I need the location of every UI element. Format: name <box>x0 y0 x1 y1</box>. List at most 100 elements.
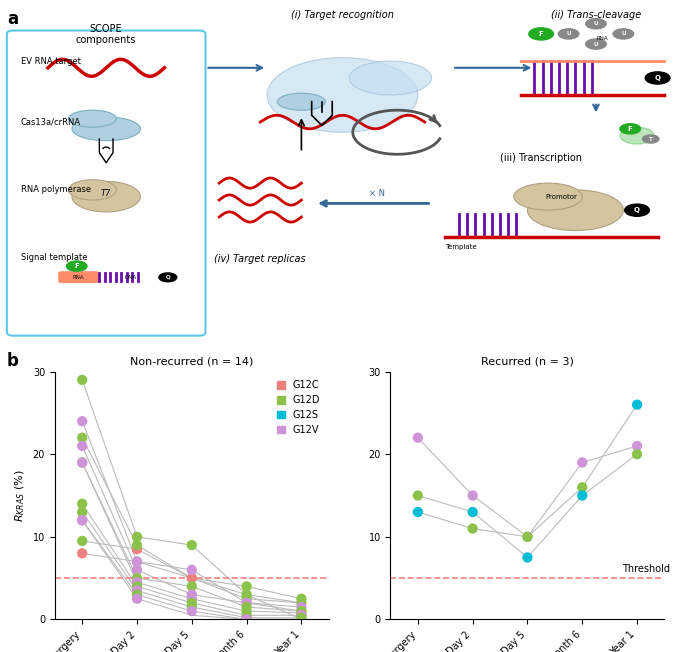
Point <box>186 540 197 550</box>
Text: (iii) Transcription: (iii) Transcription <box>500 153 582 162</box>
Point <box>132 585 142 596</box>
Point <box>296 593 307 604</box>
Circle shape <box>643 135 659 143</box>
Point <box>467 507 478 517</box>
Point <box>522 531 533 542</box>
Point <box>296 608 307 618</box>
Text: (iv) Target replicas: (iv) Target replicas <box>214 254 306 264</box>
Point <box>132 544 142 554</box>
Point <box>296 606 307 616</box>
Point <box>77 499 88 509</box>
Circle shape <box>586 39 606 49</box>
Text: Promotor: Promotor <box>546 194 577 200</box>
Point <box>296 610 307 621</box>
Y-axis label: $R_{KRAS}$ (%): $R_{KRAS}$ (%) <box>14 469 27 522</box>
Point <box>77 515 88 526</box>
Circle shape <box>159 273 177 282</box>
Text: F: F <box>75 263 79 269</box>
Text: Q: Q <box>634 207 640 213</box>
Point <box>77 457 88 467</box>
Text: × N: × N <box>369 188 385 198</box>
Text: a: a <box>7 10 18 28</box>
Point <box>296 598 307 608</box>
Point <box>241 614 252 625</box>
Point <box>241 598 252 608</box>
Point <box>241 593 252 604</box>
Text: F: F <box>539 31 543 37</box>
Point <box>186 573 197 584</box>
Point <box>241 606 252 616</box>
Ellipse shape <box>277 93 325 110</box>
Circle shape <box>529 28 553 40</box>
Point <box>132 593 142 604</box>
Point <box>132 565 142 575</box>
Text: U: U <box>621 31 625 37</box>
Point <box>77 441 88 451</box>
Text: RNA: RNA <box>597 37 608 42</box>
Point <box>132 573 142 584</box>
Text: F: F <box>628 126 632 132</box>
Text: Cas13a/crRNA: Cas13a/crRNA <box>21 117 81 126</box>
Point <box>296 612 307 623</box>
Point <box>132 556 142 567</box>
Circle shape <box>620 124 640 134</box>
Point <box>296 602 307 612</box>
Point <box>577 490 588 501</box>
Point <box>77 457 88 467</box>
Point <box>77 375 88 385</box>
Point <box>241 589 252 600</box>
Point <box>186 606 197 616</box>
Point <box>241 614 252 625</box>
Text: (ii) Trans-cleavage: (ii) Trans-cleavage <box>551 10 641 20</box>
Ellipse shape <box>527 190 623 231</box>
Point <box>296 610 307 621</box>
Title: Recurred (n = 3): Recurred (n = 3) <box>481 357 574 366</box>
Point <box>241 610 252 621</box>
Point <box>632 449 643 460</box>
Point <box>412 432 423 443</box>
Text: Threshold: Threshold <box>622 564 670 574</box>
Circle shape <box>625 204 649 216</box>
Point <box>296 614 307 625</box>
Point <box>241 614 252 625</box>
Circle shape <box>645 72 670 84</box>
Point <box>77 536 88 546</box>
Legend: G12C, G12D, G12S, G12V: G12C, G12D, G12S, G12V <box>273 376 324 439</box>
Text: DNA: DNA <box>124 275 136 280</box>
Point <box>77 507 88 517</box>
Point <box>186 602 197 612</box>
Point <box>77 432 88 443</box>
Point <box>412 507 423 517</box>
FancyBboxPatch shape <box>7 31 205 336</box>
Ellipse shape <box>72 117 140 141</box>
Point <box>186 589 197 600</box>
Ellipse shape <box>68 110 116 127</box>
Text: EV RNA target: EV RNA target <box>21 57 80 66</box>
Text: RNA: RNA <box>73 275 84 280</box>
Point <box>186 593 197 604</box>
Point <box>132 540 142 550</box>
Point <box>241 581 252 591</box>
Title: Non-recurred (n = 14): Non-recurred (n = 14) <box>130 357 253 366</box>
Text: b: b <box>7 352 18 370</box>
Point <box>186 573 197 584</box>
Text: SCOPE
components: SCOPE components <box>76 23 136 46</box>
Point <box>241 598 252 608</box>
Text: U: U <box>594 42 598 46</box>
Point <box>186 598 197 608</box>
Point <box>77 515 88 526</box>
Text: T7: T7 <box>101 188 112 198</box>
Point <box>522 531 533 542</box>
Text: Signal template: Signal template <box>21 253 87 262</box>
Point <box>467 490 478 501</box>
Point <box>241 602 252 612</box>
Point <box>241 612 252 623</box>
Point <box>632 400 643 410</box>
Point <box>132 581 142 591</box>
Point <box>132 531 142 542</box>
Point <box>132 556 142 567</box>
Ellipse shape <box>68 180 116 200</box>
Circle shape <box>613 29 634 39</box>
Point <box>77 548 88 559</box>
Point <box>467 524 478 534</box>
